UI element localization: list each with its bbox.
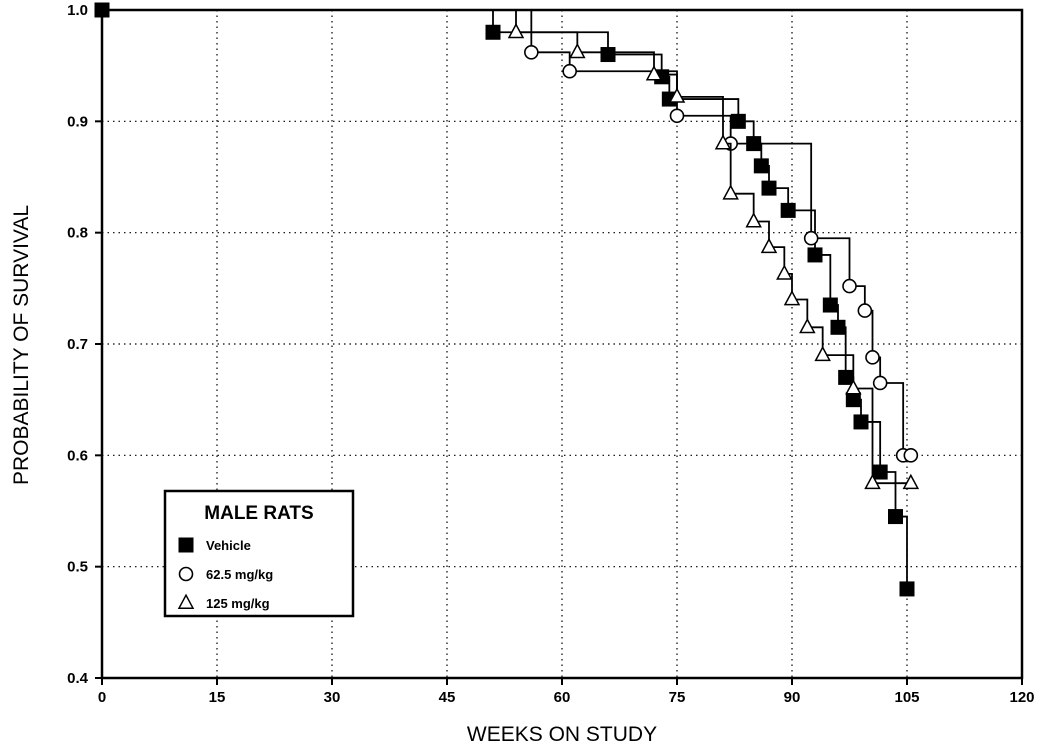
x-tick-label: 105 <box>894 689 919 706</box>
y-tick-label: 1.0 <box>67 2 88 19</box>
data-point-125-mg-kg <box>760 237 778 254</box>
x-tick-label: 90 <box>784 689 801 706</box>
data-point-vehicle <box>872 464 888 480</box>
y-tick-label: 0.4 <box>67 670 89 687</box>
data-point-vehicle <box>807 247 823 263</box>
data-point-vehicle <box>853 414 869 430</box>
legend-title: MALE RATS <box>204 503 313 524</box>
legend-box <box>163 489 355 618</box>
data-point-125-mg-kg <box>776 264 793 280</box>
data-point-125-mg-kg <box>507 22 525 39</box>
x-tick-label: 75 <box>669 689 686 706</box>
data-point-vehicle <box>845 392 861 408</box>
legend-items: Vehicle 62.5 mg/kg 125 mg/kg <box>177 537 273 611</box>
data-point-125-mg-kg <box>745 212 762 228</box>
legend: MALE RATS Vehicle 62.5 mg/kg 125 mg/kg <box>163 489 355 618</box>
legend-label-vehicle: Vehicle <box>206 538 251 553</box>
y-tick-label: 0.9 <box>67 113 88 130</box>
data-point-vehicle <box>761 180 777 196</box>
data-point-62-5-mg-kg <box>865 350 880 365</box>
y-axis-title: PROBABILITY OF SURVIVAL <box>10 205 33 485</box>
data-point-62-5-mg-kg <box>872 375 888 391</box>
data-point-125-mg-kg <box>845 379 862 395</box>
data-point-vehicle <box>830 319 846 335</box>
x-tick-label: 0 <box>98 689 106 706</box>
series-vehicle <box>94 2 915 597</box>
data-point-125-mg-kg <box>714 134 732 150</box>
y-tick-label: 0.7 <box>67 336 88 353</box>
series-group <box>94 2 920 597</box>
data-point-62-5-mg-kg <box>562 63 577 79</box>
data-point-125-mg-kg <box>569 42 586 59</box>
legend-item-62-5-mg-kg: 62.5 mg/kg <box>178 566 273 582</box>
data-point-62-5-mg-kg <box>857 303 873 318</box>
data-point-62-5-mg-kg <box>524 45 539 60</box>
series-62-5-mg-kg <box>102 9 919 463</box>
data-point-vehicle <box>838 369 854 385</box>
data-point-125-mg-kg <box>799 317 816 334</box>
axis-ticks: 0 15 30 45 60 75 90 105 120 0.4 0.5 0.6 0.7 0.8 0.9 1.0 <box>67 2 1034 706</box>
y-tick-label: 0.5 <box>67 559 88 576</box>
data-point-vehicle <box>888 509 903 525</box>
data-point-125-mg-kg <box>864 473 881 490</box>
legend-label-125-mg-kg: 125 mg/kg <box>206 596 270 611</box>
data-point-vehicle <box>822 297 838 313</box>
x-tick-label: 45 <box>439 689 456 706</box>
y-tick-label: 0.6 <box>67 447 88 464</box>
data-point-62-5-mg-kg <box>903 448 919 463</box>
y-tick-label: 0.8 <box>67 225 88 242</box>
x-axis-title: WEEKS ON STUDY <box>467 723 657 746</box>
data-point-vehicle <box>730 113 746 129</box>
data-point-62-5-mg-kg <box>842 278 857 294</box>
data-point-125-mg-kg <box>645 65 663 81</box>
data-point-125-mg-kg <box>783 290 801 306</box>
legend-marker-125-mg-kg <box>177 593 195 609</box>
data-point-vehicle <box>899 581 915 597</box>
legend-item-125-mg-kg: 125 mg/kg <box>177 593 270 611</box>
x-tick-label: 120 <box>1009 689 1034 706</box>
data-point-125-mg-kg <box>814 345 831 362</box>
x-tick-label: 30 <box>324 689 341 706</box>
data-point-62-5-mg-kg <box>669 108 685 124</box>
series-line-125-mg-kg <box>102 9 911 485</box>
data-point-vehicle <box>600 47 616 63</box>
x-tick-label: 60 <box>554 689 571 706</box>
data-point-125-mg-kg <box>902 473 920 490</box>
series-125-mg-kg <box>102 9 920 490</box>
legend-marker-62-5-mg-kg <box>178 566 194 582</box>
data-point-125-mg-kg <box>668 87 686 103</box>
x-tick-label: 15 <box>209 689 226 706</box>
legend-item-vehicle: Vehicle <box>178 537 251 553</box>
data-point-vehicle <box>780 202 796 218</box>
data-point-125-mg-kg <box>722 184 739 200</box>
legend-marker-vehicle <box>178 537 194 553</box>
series-line-62-5-mg-kg <box>102 9 911 457</box>
data-point-vehicle <box>753 158 769 174</box>
legend-label-62-5-mg-kg: 62.5 mg/kg <box>206 567 273 582</box>
data-point-vehicle <box>485 24 501 40</box>
data-point-62-5-mg-kg <box>803 230 819 246</box>
